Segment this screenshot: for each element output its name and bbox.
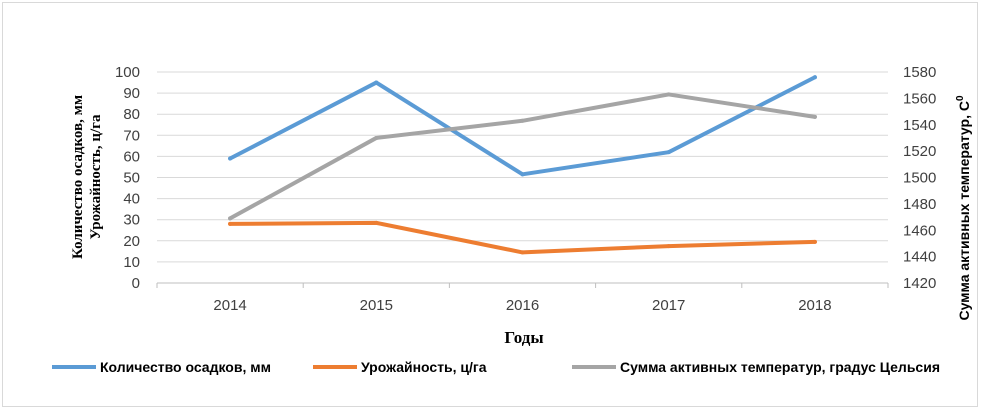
data-point xyxy=(666,244,671,249)
data-point xyxy=(520,172,525,177)
data-point xyxy=(812,114,817,119)
x-axis-title: Годы xyxy=(504,328,543,347)
y-tick-label: 80 xyxy=(123,106,140,123)
y-tick-label: 70 xyxy=(123,127,140,144)
y2-axis-ticks: 1420 1440 1460 1480 1500 1520 1540 1560 1580 xyxy=(903,64,936,292)
y2-tick-label: 1520 xyxy=(903,143,936,160)
x-tick-label: 2017 xyxy=(652,297,685,314)
data-point xyxy=(812,75,817,80)
chart-frame xyxy=(2,2,978,407)
y-tick-label: 0 xyxy=(132,275,140,292)
data-point xyxy=(666,150,671,155)
y-tick-label: 90 xyxy=(123,85,140,102)
y-axis-ticks: 0 10 20 30 40 50 60 70 80 90 100 xyxy=(115,64,140,292)
x-tick-label: 2014 xyxy=(213,297,246,314)
data-point xyxy=(812,239,817,244)
data-point xyxy=(374,80,379,85)
y2-tick-label: 1580 xyxy=(903,64,936,81)
x-tick-label: 2016 xyxy=(506,297,539,314)
y2-tick-label: 1440 xyxy=(903,249,936,266)
legend-label: Количество осадков, мм xyxy=(100,359,271,375)
data-point xyxy=(228,216,233,221)
y2-tick-label: 1500 xyxy=(903,170,936,187)
y-tick-label: 100 xyxy=(115,64,140,81)
y2-tick-label: 1540 xyxy=(903,117,936,134)
legend-label: Урожайность, ц/га xyxy=(361,359,487,375)
y2-tick-label: 1560 xyxy=(903,90,936,107)
y-axis-title-line2: Урожайность, ц/га xyxy=(88,114,104,239)
data-point xyxy=(228,221,233,226)
legend: Количество осадков, мм Урожайность, ц/га С… xyxy=(52,359,940,375)
series-line xyxy=(228,75,817,177)
data-point xyxy=(666,92,671,97)
data-point xyxy=(374,220,379,225)
y2-axis-title-text: Сумма активных температур, С xyxy=(956,101,972,321)
series-lines xyxy=(228,75,817,255)
x-tick-label: 2018 xyxy=(798,297,831,314)
y-axis-title-line1: Количество осадков, мм xyxy=(70,95,86,259)
y-tick-label: 40 xyxy=(123,191,140,208)
series-line xyxy=(228,220,817,255)
y-tick-label: 30 xyxy=(123,212,140,229)
x-axis-ticks: 2014 2015 2016 2017 2018 xyxy=(213,297,831,314)
legend-label: Сумма активных температур, градус Цельси… xyxy=(620,359,940,375)
gridlines xyxy=(156,71,889,288)
y2-tick-label: 1420 xyxy=(903,275,936,292)
y2-tick-label: 1460 xyxy=(903,222,936,239)
y2-axis-title-superscript: 0 xyxy=(955,95,966,101)
data-point xyxy=(520,118,525,123)
y-tick-label: 60 xyxy=(123,148,140,165)
y2-axis-title: Сумма активных температур, С0 xyxy=(955,95,972,321)
y-tick-label: 20 xyxy=(123,233,140,250)
y-tick-label: 50 xyxy=(123,170,140,187)
data-point xyxy=(374,135,379,140)
y2-tick-label: 1480 xyxy=(903,196,936,213)
data-point xyxy=(228,156,233,161)
y-tick-label: 10 xyxy=(123,254,140,271)
data-point xyxy=(520,250,525,255)
x-tick-label: 2015 xyxy=(360,297,393,314)
